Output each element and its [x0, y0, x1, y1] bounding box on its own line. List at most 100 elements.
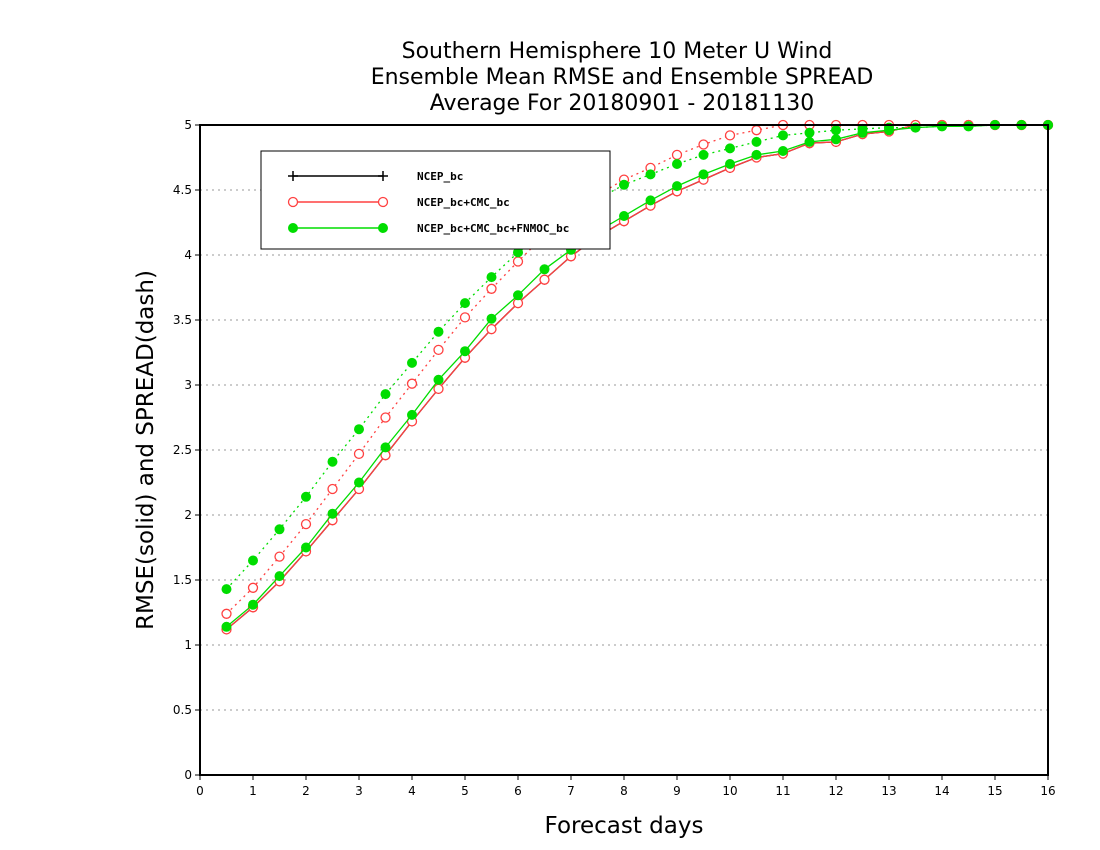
- data-point-filled-circle: [725, 159, 735, 169]
- data-point-filled-circle: [248, 555, 258, 566]
- y-axis-label: RMSE(solid) and SPREAD(dash): [133, 270, 159, 630]
- data-point-filled-circle: [672, 159, 682, 169]
- data-point-filled-circle: [486, 272, 497, 283]
- y-tick-label: 2.5: [173, 443, 192, 457]
- x-tick-label: 8: [620, 784, 628, 798]
- data-point-filled-circle: [327, 508, 338, 519]
- y-tick-label: 4.5: [173, 183, 192, 197]
- data-point-open-circle: [512, 256, 524, 267]
- data-point-filled-circle: [619, 179, 629, 190]
- data-point-filled-circle: [937, 121, 947, 132]
- data-point-filled-circle: [963, 121, 974, 132]
- x-tick-label: 15: [987, 784, 1002, 798]
- legend-label: NCEP_bc: [417, 170, 463, 183]
- x-tick-label: 12: [828, 784, 843, 798]
- data-point-filled-circle: [274, 571, 285, 582]
- data-point-filled-circle: [301, 491, 311, 502]
- data-point-filled-circle: [460, 346, 470, 357]
- data-point-filled-circle: [778, 146, 788, 156]
- data-point-open-circle: [221, 608, 232, 619]
- data-point-filled-circle: [831, 134, 841, 145]
- chart-title-line-2: Ensemble Mean RMSE and Ensemble SPREAD: [371, 65, 874, 90]
- legend-label: NCEP_bc+CMC_bc: [417, 196, 510, 209]
- y-tick-label: 4: [184, 248, 192, 262]
- data-point-filled-circle: [804, 136, 815, 147]
- y-tick-label: 1: [184, 638, 192, 652]
- data-point-open-circle: [486, 283, 497, 294]
- data-point-filled-circle: [619, 211, 629, 221]
- x-tick-label: 11: [775, 784, 790, 798]
- x-tick-label: 1: [249, 784, 257, 798]
- data-point-filled-circle: [672, 181, 682, 192]
- data-point-filled-circle: [460, 298, 470, 309]
- y-tick-label: 2: [184, 508, 192, 522]
- data-point-plus: [288, 171, 298, 181]
- data-point-filled-circle: [857, 127, 868, 138]
- data-point-open-circle: [247, 582, 259, 593]
- data-point-filled-circle: [539, 264, 550, 275]
- data-point-filled-circle: [380, 442, 391, 453]
- y-tick-label: 3: [184, 378, 192, 392]
- x-tick-label: 9: [673, 784, 681, 798]
- data-point-open-circle: [406, 378, 418, 389]
- data-point-filled-circle: [327, 456, 338, 467]
- y-axis-ticks: 0 0.5 1 1.5 2 2.5 3 3.5 4 4.5 5: [173, 118, 200, 782]
- legend-item: NCEP_bc: [288, 170, 463, 183]
- data-point-filled-circle: [486, 313, 497, 324]
- data-point-open-circle: [433, 344, 444, 356]
- data-point-filled-circle: [698, 169, 709, 180]
- x-tick-label: 13: [881, 784, 896, 798]
- y-tick-label: 0: [184, 768, 192, 782]
- data-point-filled-circle: [804, 127, 815, 138]
- data-point-filled-circle: [221, 621, 232, 632]
- y-tick-label: 5: [184, 118, 192, 132]
- data-point-filled-circle: [407, 409, 417, 420]
- data-point-open-circle: [751, 125, 762, 136]
- x-tick-label: 3: [355, 784, 363, 798]
- y-tick-label: 3.5: [173, 313, 192, 327]
- y-tick-label: 0.5: [173, 703, 192, 717]
- chart-title-line-1: Southern Hemisphere 10 Meter U Wind: [402, 39, 833, 64]
- x-tick-label: 6: [514, 784, 522, 798]
- data-point-filled-circle: [751, 149, 762, 160]
- data-point-filled-circle: [378, 223, 388, 233]
- data-point-filled-circle: [433, 326, 444, 337]
- data-point-filled-circle: [884, 125, 894, 136]
- data-point-filled-circle: [288, 223, 298, 233]
- data-point-open-circle: [287, 196, 299, 208]
- data-point-filled-circle: [248, 599, 258, 610]
- data-point-open-circle: [459, 312, 471, 323]
- x-tick-label: 5: [461, 784, 469, 798]
- data-point-open-circle: [724, 130, 736, 141]
- data-point-open-circle: [377, 196, 389, 208]
- data-point-open-circle: [327, 483, 338, 495]
- chart-title: Southern Hemisphere 10 Meter U Wind Ense…: [371, 39, 874, 116]
- legend-item: NCEP_bc+CMC_bc+FNMOC_bc: [288, 222, 569, 235]
- chart-title-line-3: Average For 20180901 - 20181130: [430, 91, 815, 116]
- data-point-filled-circle: [380, 389, 391, 400]
- x-tick-label: 0: [196, 784, 204, 798]
- data-point-open-circle: [698, 139, 709, 150]
- data-point-filled-circle: [725, 143, 735, 154]
- data-point-plus: [378, 171, 388, 181]
- x-tick-label: 10: [722, 784, 737, 798]
- legend-box: [260, 150, 611, 250]
- data-point-open-circle: [300, 518, 312, 530]
- data-point-filled-circle: [751, 136, 762, 147]
- data-point-filled-circle: [645, 195, 656, 206]
- data-point-open-circle: [433, 383, 444, 395]
- data-point-filled-circle: [274, 524, 285, 535]
- x-tick-label: 2: [302, 784, 310, 798]
- x-axis-ticks: 0 1 2 3 4 5 6 7 8 9 10 11 12 13 14 15 16: [196, 775, 1056, 798]
- legend-items: NCEP_bc NCEP_bc+CMC_bc NCEP_bc+CMC_bc+FNMO…: [287, 170, 569, 235]
- data-point-filled-circle: [513, 290, 523, 301]
- data-point-open-circle: [380, 412, 391, 423]
- data-point-filled-circle: [645, 169, 656, 180]
- data-point-open-circle: [671, 149, 683, 161]
- x-tick-label: 16: [1040, 784, 1055, 798]
- data-point-filled-circle: [221, 584, 232, 595]
- data-point-open-circle: [486, 323, 497, 335]
- legend-label: NCEP_bc+CMC_bc+FNMOC_bc: [417, 222, 569, 235]
- gridlines: [200, 189, 1048, 711]
